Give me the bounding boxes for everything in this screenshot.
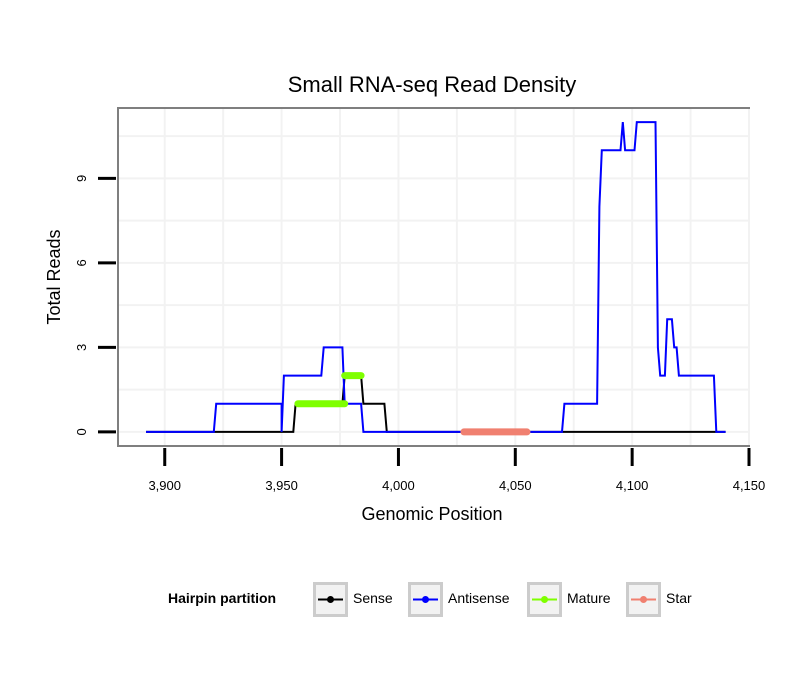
x-tick-label: 4,100 [616,478,649,493]
legend-label-mature: Mature [567,590,611,606]
series-line-sense [146,374,726,433]
y-axis: 0 3 6 9 [74,175,116,436]
legend-key-dot [640,596,647,603]
x-tick-label: 4,050 [499,478,532,493]
legend-label-star: Star [666,590,692,606]
x-axis-title: Genomic Position [361,504,502,524]
legend-label-antisense: Antisense [448,590,510,606]
y-tick-label: 0 [74,428,89,435]
x-tick-label: 3,950 [265,478,298,493]
y-axis-title: Total Reads [44,229,64,324]
legend-key-dot [327,596,334,603]
plot-panel [117,107,750,447]
legend-key-dot [422,596,429,603]
legend-label-sense: Sense [353,590,393,606]
legend-key-dot [541,596,548,603]
series-layer [146,121,726,436]
x-axis: 3,900 3,950 4,000 4,050 4,100 4,150 [148,448,765,493]
y-tick-label: 3 [74,344,89,351]
legend-title: Hairpin partition [168,590,276,606]
chart-title: Small RNA-seq Read Density [288,72,577,97]
x-tick-label: 3,900 [148,478,181,493]
legend: Hairpin partition Sense Antisense Mature St… [168,582,692,617]
x-tick-label: 4,000 [382,478,415,493]
y-tick-label: 6 [74,259,89,266]
y-tick-label: 9 [74,175,89,182]
x-tick-label: 4,150 [733,478,766,493]
series-line-antisense [146,121,726,433]
